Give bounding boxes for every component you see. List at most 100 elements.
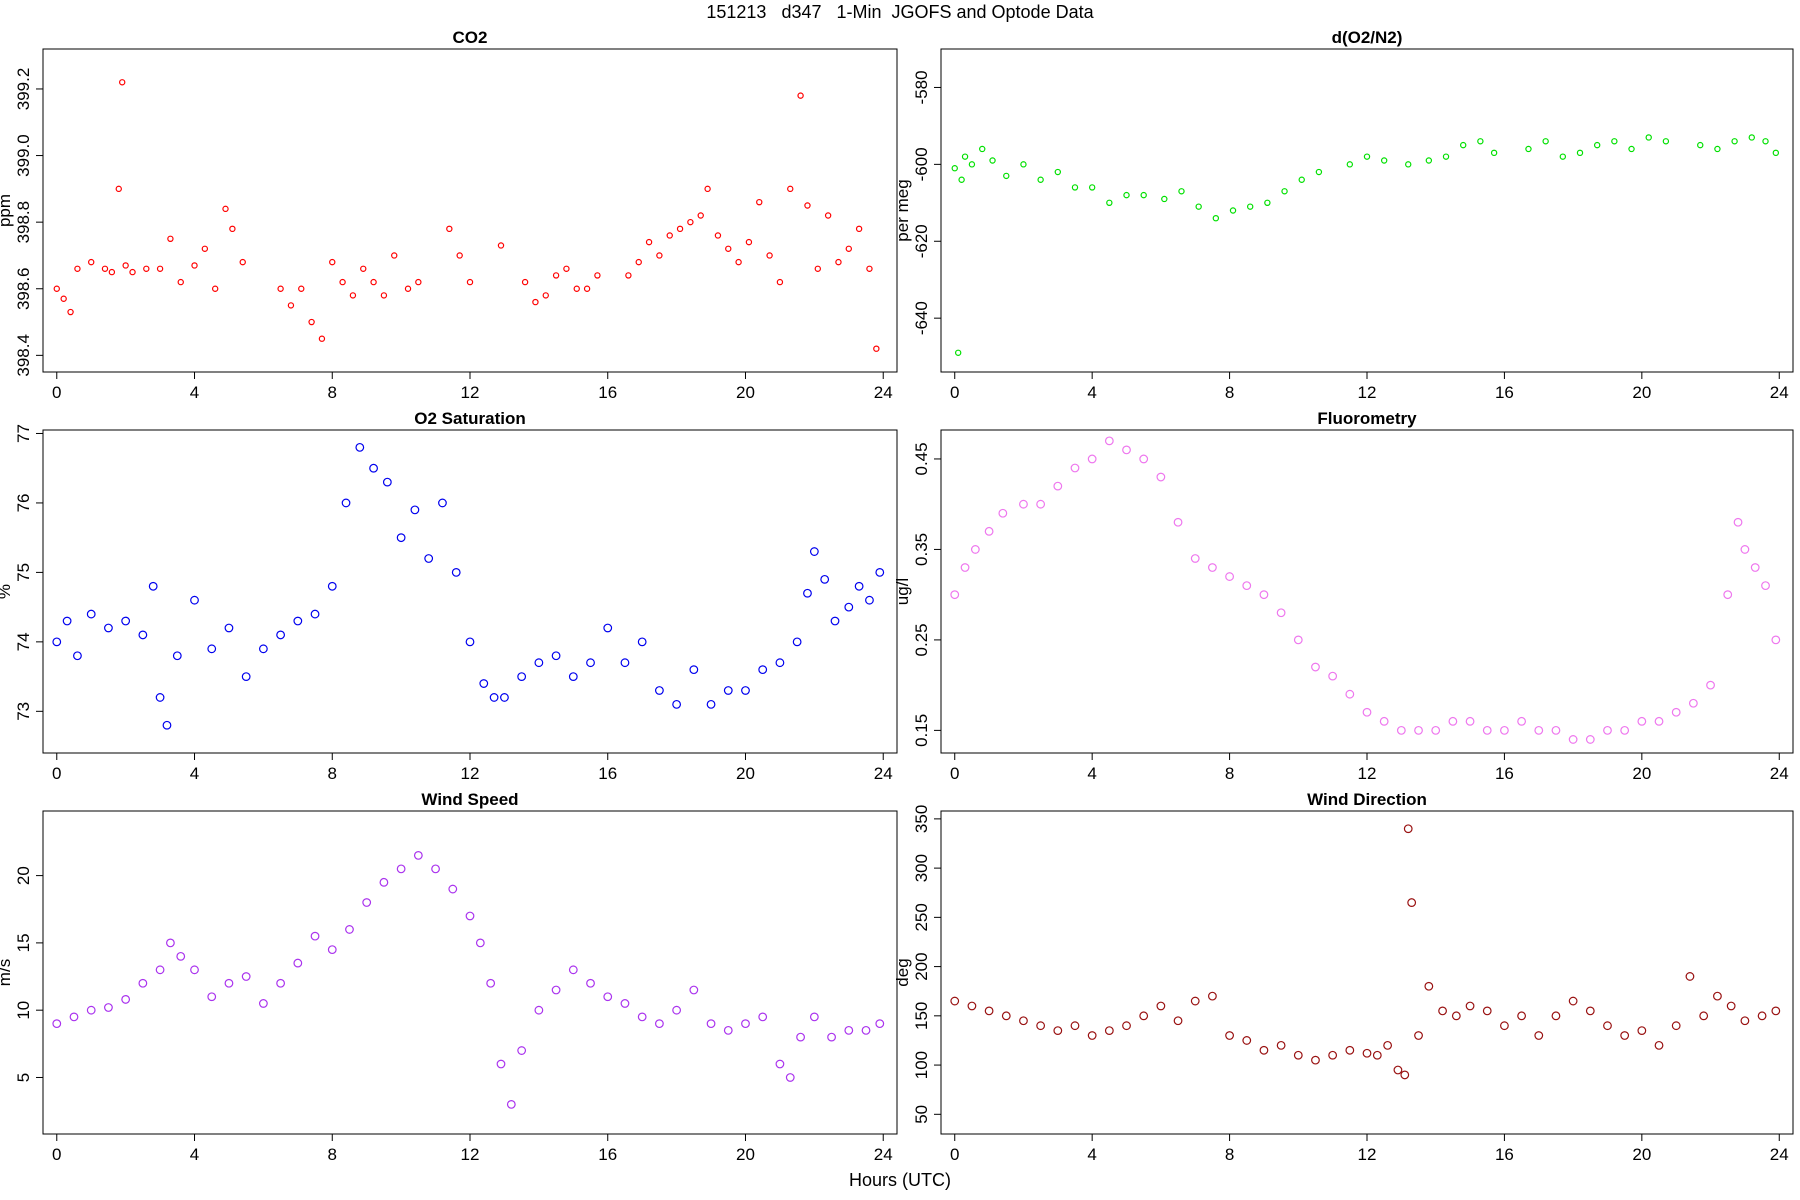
data-point — [542, 292, 549, 299]
data-point — [74, 265, 81, 272]
data-point — [276, 630, 286, 640]
x-tick-label: 12 — [1358, 764, 1377, 783]
data-point — [534, 658, 544, 668]
data-point — [1345, 1045, 1355, 1055]
co2-title: CO2 — [453, 28, 488, 47]
data-point — [156, 265, 164, 272]
data-point — [379, 877, 389, 887]
data-point — [138, 978, 148, 988]
data-point — [1140, 191, 1147, 199]
data-point — [654, 686, 664, 695]
y-tick-label: 350 — [912, 805, 931, 833]
data-point — [1482, 1006, 1492, 1016]
y-tick-label: 75 — [14, 563, 33, 582]
data-point — [1762, 138, 1769, 145]
y-tick-label: 73 — [14, 702, 33, 721]
x-tick-label: 4 — [190, 764, 199, 783]
data-point — [207, 644, 217, 654]
x-tick-label: 12 — [461, 764, 480, 783]
data-point — [854, 581, 864, 591]
x-tick-label: 8 — [1225, 764, 1234, 783]
data-point — [122, 262, 129, 269]
data-point — [672, 699, 682, 709]
data-point — [827, 1032, 836, 1042]
data-point — [241, 972, 251, 981]
co2-points — [53, 79, 880, 352]
data-point — [1178, 188, 1185, 195]
data-point — [725, 245, 732, 252]
data-point — [792, 637, 802, 647]
y-tick-label: -600 — [912, 147, 931, 181]
data-point — [360, 265, 367, 272]
data-point — [1534, 725, 1544, 735]
x-tick-label: 24 — [874, 764, 893, 783]
do2n2-y-axis-label: per meg — [893, 179, 912, 241]
data-point — [656, 252, 663, 259]
data-point — [586, 978, 595, 988]
data-point — [1087, 1031, 1097, 1040]
y-tick-label: 200 — [912, 952, 931, 980]
data-point — [190, 965, 199, 975]
data-point — [1465, 716, 1475, 726]
data-point — [1425, 157, 1433, 164]
y-tick-label: 0.15 — [912, 714, 931, 747]
y-tick-label: 74 — [14, 632, 33, 651]
data-point — [1242, 1036, 1252, 1045]
data-point — [1259, 1045, 1269, 1055]
data-point — [121, 995, 131, 1004]
data-point — [672, 1005, 682, 1015]
data-point — [1173, 1016, 1183, 1026]
data-point — [1242, 581, 1252, 591]
data-point — [190, 595, 199, 605]
wind-speed-y-axis: 5 10 15 20 — [14, 866, 43, 1082]
y-tick-label: 76 — [14, 493, 33, 512]
data-point — [689, 985, 699, 995]
data-point — [1393, 1065, 1403, 1075]
wind-speed-panel: Wind Speed 0 4 8 12 16 20 24 5 10 15 20 m/s — [0, 790, 898, 1164]
data-point — [465, 637, 475, 647]
data-point — [984, 1006, 994, 1016]
data-point — [1156, 1001, 1166, 1011]
data-point — [1405, 161, 1412, 168]
y-tick-label: 50 — [912, 1105, 931, 1124]
data-point — [446, 225, 453, 233]
data-point — [741, 1019, 750, 1029]
data-point — [998, 508, 1008, 518]
y-tick-label: 100 — [912, 1051, 931, 1079]
x-tick-label: 24 — [1770, 383, 1789, 402]
data-point — [1576, 149, 1584, 157]
data-point — [1276, 608, 1286, 618]
data-point — [979, 145, 986, 153]
data-point — [391, 252, 398, 259]
data-point — [1190, 996, 1200, 1006]
fluorometry-title: Fluorometry — [1317, 409, 1417, 428]
data-point — [1637, 716, 1647, 726]
data-point — [1465, 1001, 1475, 1011]
data-point — [101, 265, 109, 272]
do2n2-x-axis: 0 4 8 12 16 20 24 — [950, 372, 1789, 402]
data-point — [1363, 153, 1371, 160]
data-point — [1757, 1011, 1767, 1021]
data-point — [201, 245, 209, 252]
data-point — [844, 1025, 854, 1035]
data-point — [1087, 454, 1097, 464]
data-point — [1036, 499, 1046, 509]
wind-direction-title: Wind Direction — [1307, 790, 1427, 809]
wind-speed-title: Wind Speed — [421, 790, 518, 809]
wind-speed-y-axis-label: m/s — [0, 959, 14, 986]
data-point — [697, 212, 704, 219]
data-point — [1490, 149, 1498, 157]
data-point — [1585, 1006, 1595, 1016]
x-tick-label: 4 — [190, 383, 199, 402]
data-point — [486, 978, 496, 988]
data-point — [830, 616, 840, 626]
data-point — [1400, 1070, 1410, 1080]
x-tick-label: 8 — [1225, 383, 1234, 402]
data-point — [741, 686, 750, 695]
o2-saturation-panel: O2 Saturation 0 4 8 12 16 20 24 73 74 75 76 77% — [0, 409, 898, 783]
data-point — [1772, 149, 1780, 157]
data-point — [52, 637, 62, 647]
data-point — [229, 225, 236, 233]
data-point — [1771, 1006, 1781, 1016]
data-point — [345, 925, 354, 934]
